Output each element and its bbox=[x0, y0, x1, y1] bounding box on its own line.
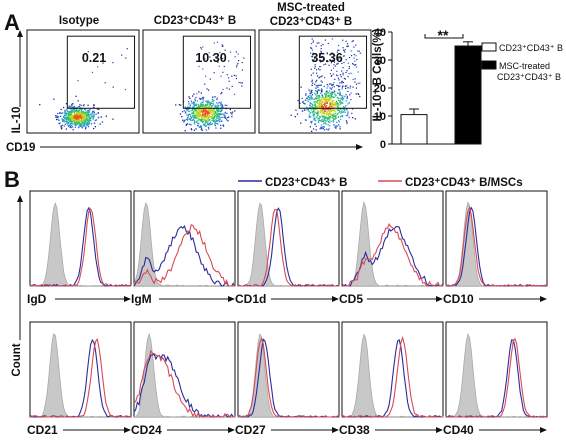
msc-histogram bbox=[133, 224, 236, 287]
histogram-x-arrowhead bbox=[332, 296, 339, 302]
untreated-histogram bbox=[133, 353, 235, 419]
bar-y-tick-label: 20 bbox=[374, 83, 386, 95]
msc-histogram bbox=[341, 223, 443, 287]
histogram-x-arrowhead bbox=[436, 296, 443, 302]
msc-histogram bbox=[445, 337, 548, 418]
panel-b-letter: B bbox=[4, 167, 20, 192]
msc-histogram bbox=[237, 337, 340, 418]
il10-gate bbox=[182, 35, 252, 109]
dotplot-x-label: CD19 bbox=[6, 142, 35, 154]
histogram-igd: IgD bbox=[27, 190, 132, 306]
histogram-grid: IgD IgM CD1d CD5 CD10 CD21 CD24 CD27 CD38 CD40 bbox=[27, 190, 548, 437]
legend-label-untreated: CD23⁺CD43⁺ B bbox=[499, 43, 563, 53]
histogram-x-arrowhead bbox=[436, 427, 443, 433]
histogram-x-arrowhead bbox=[540, 427, 547, 433]
msc-histogram bbox=[29, 338, 132, 418]
msc-histogram bbox=[445, 205, 548, 287]
gate-value-cd23-cd43-b: 10.30 bbox=[195, 51, 226, 65]
bar-y-tick-label: 30 bbox=[374, 55, 386, 67]
bar-chart: 0 10 20 30 40 bbox=[374, 27, 482, 151]
histogram-marker-label: CD38 bbox=[339, 423, 370, 437]
histogram-x-arrowhead bbox=[540, 296, 547, 302]
msc-histogram bbox=[341, 335, 443, 418]
count-y-label: Count bbox=[11, 343, 23, 376]
histogram-x-arrowhead bbox=[124, 296, 131, 302]
dotplot-y-arrowhead bbox=[17, 30, 23, 37]
dotplot-1-title: Isotype bbox=[59, 15, 99, 27]
histogram-cd38: CD38 bbox=[339, 321, 444, 437]
dotplot-2-title: CD23⁺CD43⁺ B bbox=[154, 15, 236, 27]
histogram-cd21: CD21 bbox=[27, 321, 132, 437]
dotplot-isotype bbox=[26, 29, 140, 134]
histogram-cd24: CD24 bbox=[131, 321, 236, 437]
count-y-arrowhead bbox=[17, 195, 23, 202]
bar-0 bbox=[400, 114, 428, 145]
histogram-x-arrowhead bbox=[332, 427, 339, 433]
cell-dots bbox=[175, 41, 245, 132]
il10-gate bbox=[66, 35, 136, 109]
il10-gate bbox=[298, 35, 368, 109]
histogram-cd1d: CD1d bbox=[235, 190, 340, 306]
bar-y-tick-label: 40 bbox=[374, 27, 386, 39]
histogram-marker-label: CD5 bbox=[339, 292, 363, 306]
isotype-histogram bbox=[133, 332, 236, 418]
histogram-marker-label: CD21 bbox=[27, 423, 58, 437]
histogram-cd40: CD40 bbox=[443, 321, 548, 437]
histogram-cd5: CD5 bbox=[339, 190, 444, 306]
gate-value-msc-treated: 35.36 bbox=[311, 51, 342, 65]
histogram-marker-label: CD1d bbox=[235, 292, 266, 306]
significance-label: ** bbox=[438, 27, 449, 43]
histogram-marker-label: CD24 bbox=[131, 423, 162, 437]
untreated-histogram bbox=[133, 224, 236, 287]
dotplot-frame bbox=[142, 29, 256, 134]
untreated-histogram bbox=[237, 338, 339, 418]
histogram-x-arrowhead bbox=[228, 296, 235, 302]
dotplot-frame bbox=[258, 29, 372, 134]
msc-histogram bbox=[237, 208, 339, 287]
legend-swatch-untreated bbox=[481, 42, 497, 52]
legend-hist-untreated: CD23⁺CD43⁺ B bbox=[265, 177, 347, 189]
legend-swatch-msc-treated bbox=[481, 60, 497, 70]
histogram-marker-label: CD40 bbox=[443, 423, 474, 437]
dotplot-x-arrowhead bbox=[356, 144, 363, 150]
legend-label-msc-treated-line1: MSC-treated bbox=[499, 61, 550, 71]
dotplot-cd23-cd43-b bbox=[142, 29, 256, 134]
bar-y-tick-label: 10 bbox=[374, 111, 386, 123]
gate-value-isotype: 0.21 bbox=[82, 51, 106, 65]
dotplot-3-title-line1: MSC-treated bbox=[277, 2, 345, 14]
dotplot-msc-treated bbox=[258, 29, 372, 134]
histogram-marker-label: CD27 bbox=[235, 423, 266, 437]
cell-dots bbox=[39, 48, 128, 131]
histogram-x-arrowhead bbox=[228, 427, 235, 433]
panel-a-letter: A bbox=[4, 10, 20, 35]
histogram-igm: IgM bbox=[131, 190, 236, 306]
bar-y-tick-label: 0 bbox=[380, 139, 386, 151]
dotplot-3-title-line2: CD23⁺CD43⁺ B bbox=[270, 16, 352, 28]
bar-1 bbox=[454, 45, 482, 145]
histogram-marker-label: IgD bbox=[27, 292, 47, 306]
histogram-marker-label: CD10 bbox=[443, 292, 474, 306]
significance-bracket bbox=[424, 34, 464, 39]
bar-y-label: IL-10⁺ B Cells(%) bbox=[372, 28, 384, 121]
msc-histogram bbox=[133, 349, 235, 419]
legend-hist-msc: CD23⁺CD43⁺ B/MSCs bbox=[405, 177, 523, 189]
legend-label-msc-treated-line2: CD23⁺CD43⁺ B bbox=[497, 72, 561, 82]
msc-histogram bbox=[29, 207, 132, 287]
histogram-cd27: CD27 bbox=[235, 321, 340, 437]
histogram-x-arrowhead bbox=[124, 427, 131, 433]
dotplot-y-label: IL-10 bbox=[11, 107, 23, 134]
histogram-cd10: CD10 bbox=[443, 190, 548, 306]
histogram-marker-label: IgM bbox=[131, 292, 152, 306]
